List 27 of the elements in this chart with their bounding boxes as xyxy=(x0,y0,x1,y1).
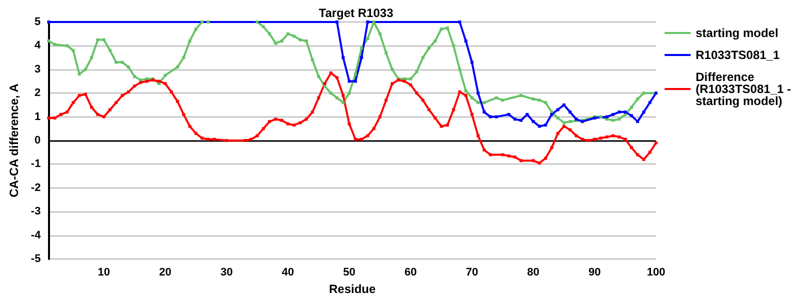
x-tick-label: 80 xyxy=(527,266,540,278)
x-tick-label: 40 xyxy=(282,266,294,278)
y-tick-label: 1 xyxy=(34,110,41,123)
x-axis-title: Residue xyxy=(328,282,376,296)
y-tick-label: 0 xyxy=(34,134,41,146)
legend-label: R1033TS081_1 xyxy=(696,48,780,62)
legend-label: starting model xyxy=(696,26,778,40)
y-tick-label: -1 xyxy=(30,158,41,170)
y-tick-label: -3 xyxy=(30,206,41,218)
x-tick-label: 50 xyxy=(343,266,356,278)
x-tick-label: 70 xyxy=(466,266,478,278)
x-tick-label: 30 xyxy=(220,266,233,278)
y-tick-label: -4 xyxy=(30,229,42,242)
legend-label: Difference (R1033TS081_1 - starting model) xyxy=(696,70,792,108)
x-tick-label: 90 xyxy=(588,266,601,278)
x-tick-label: 60 xyxy=(404,266,417,278)
y-axis-title: CA-CA difference, A xyxy=(7,83,21,198)
x-tick-label: 10 xyxy=(98,266,110,278)
y-tick-label: 3 xyxy=(34,63,41,76)
y-tick-label: -5 xyxy=(30,253,41,265)
y-tick-label: 4 xyxy=(34,40,42,52)
x-tick-label: 20 xyxy=(159,266,172,278)
x-tick-label: 100 xyxy=(646,266,666,278)
y-tick-label: -2 xyxy=(30,182,41,194)
y-tick-label: 5 xyxy=(34,16,41,28)
y-tick-label: 2 xyxy=(34,87,41,100)
chart-title: Target R1033 xyxy=(318,6,394,20)
